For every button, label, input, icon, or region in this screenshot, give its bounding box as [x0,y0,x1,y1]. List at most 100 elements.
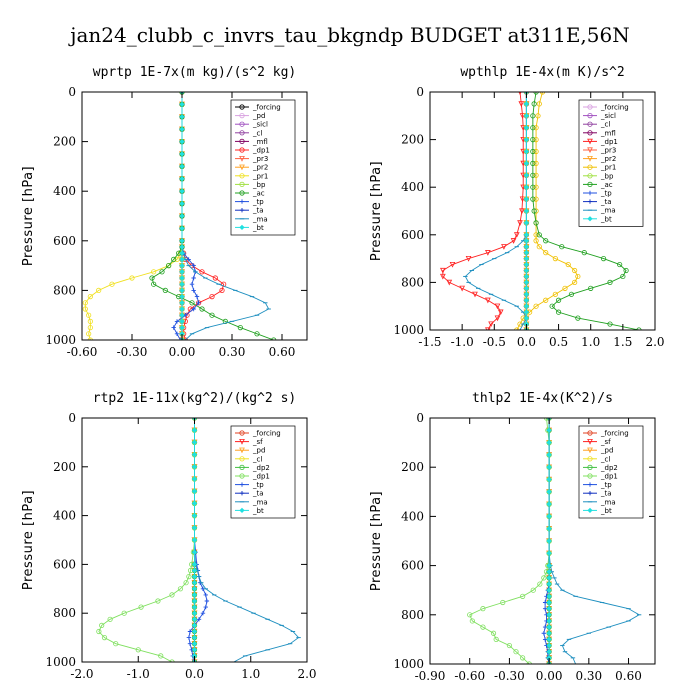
data-point-bt [179,244,185,250]
y-tick-label: 1000 [45,333,76,347]
legend-label: _tp [252,198,264,206]
data-point-ac [568,291,575,297]
data-point-bt [546,439,552,446]
chart-panels: wprtp 1E-7x(m kg)/(s^2 kg) Pressure [hPa]… [21,65,665,683]
data-point-tp [194,294,200,299]
y-tick-label: 400 [401,180,424,194]
data-point-tp [174,331,180,336]
data-point-bt [179,318,185,325]
legend-marker [239,464,245,470]
chart-panel-2: wpthlp 1E-4x(m K)/s^2 Pressure [hPa] 0 200 4… [369,65,665,349]
data-point-pr1 [533,125,539,131]
data-point-ac [222,318,228,324]
data-point-ac [171,256,177,262]
legend-marker [587,507,593,514]
data-point-bt [179,281,185,287]
data-point-tp [178,337,183,340]
series-line-ac [532,92,640,330]
data-point-bt [546,593,552,599]
y-axis-label: Pressure [hPa] [21,490,36,590]
legend-label: _pd [252,112,265,120]
legend-label: _mfl [600,129,616,137]
x-tick-label: 2.0 [645,335,664,349]
data-point-bt [523,125,530,131]
plot-frame [81,91,308,341]
x-tick-label: 0.0 [517,335,536,349]
legend-label: _mfl [252,138,268,146]
data-point-bt [523,279,530,286]
y-tick-label: 0 [416,411,424,425]
data-point-bt [546,575,552,581]
data-point-bt [191,641,198,647]
data-point-ac [549,303,555,309]
panel-title: wpthlp 1E-4x(m K)/s^2 [460,65,624,80]
legend-marker [239,164,245,171]
data-point-tp [203,604,208,610]
data-point-bt [546,618,552,624]
data-point-bt [179,126,185,132]
data-point-bt [179,114,185,120]
data-point-dp1 [459,285,465,292]
legend-label: _bp [252,181,266,189]
data-point-bt [179,250,185,256]
data-point-dp1 [485,297,491,304]
y-tick-label: 0 [68,85,76,99]
data-point-dp1 [480,624,486,630]
data-point-dp1 [199,269,205,275]
x-tick-label: 0.5 [549,335,568,349]
legend-label: _dp1 [252,147,270,155]
data-point-dp1 [96,628,102,635]
data-point-bt [546,612,552,618]
legend-label: _pr2 [252,164,268,172]
data-point-ac [199,306,205,312]
data-point-ac [607,279,613,285]
x-tick-label: 0.60 [615,669,642,683]
chart-panel-3: rtp2 1E-11x(kg^2)/(kg^2 s) Pressure [hPa]… [21,391,317,681]
data-point-bt [191,451,198,458]
data-point-dp1 [520,655,526,661]
data-point-pr1 [552,291,558,297]
data-point-pr1 [533,184,539,190]
data-point-dp1 [169,592,175,598]
data-point-bt [191,634,198,641]
data-point-bt [179,238,185,244]
data-point-dp1 [177,586,184,592]
data-point-dp1 [219,287,225,293]
data-point-dp1 [543,418,550,421]
y-tick-label: 400 [401,509,424,523]
series-group [82,92,277,340]
data-point-bt [179,269,185,275]
data-point-pr1 [572,279,578,285]
legend-marker [239,173,245,179]
data-point-bt [546,489,552,495]
legend-label: _ta [252,490,264,498]
data-point-dp1 [155,598,161,604]
y-tick-label: 200 [53,135,76,149]
data-point-pr1 [562,285,568,291]
x-tick-label: -1.5 [418,335,441,349]
data-point-bt [523,184,530,190]
legend-marker [239,138,245,144]
data-point-tp [191,306,196,312]
data-point-bt [546,427,552,433]
data-point-pr1 [87,318,93,324]
data-point-ac [559,244,565,250]
data-point-ac [581,250,587,256]
x-tick-label: -2.0 [70,667,93,681]
data-point-bt [191,439,198,446]
legend-marker [239,430,245,436]
legend-label: _ma [600,207,616,215]
data-point-tp [171,325,176,330]
series-line-dp1 [181,92,225,340]
legend-label: _bt [252,224,264,232]
data-point-bt [191,488,198,494]
data-point-ac [531,208,537,214]
data-point-dp1 [497,309,504,316]
y-tick-label: 400 [53,184,76,198]
data-point-ac [555,309,562,315]
legend-marker [239,507,245,514]
legend-label: _tp [600,481,612,489]
data-point-pr1 [533,160,539,166]
data-point-ac [530,196,536,202]
